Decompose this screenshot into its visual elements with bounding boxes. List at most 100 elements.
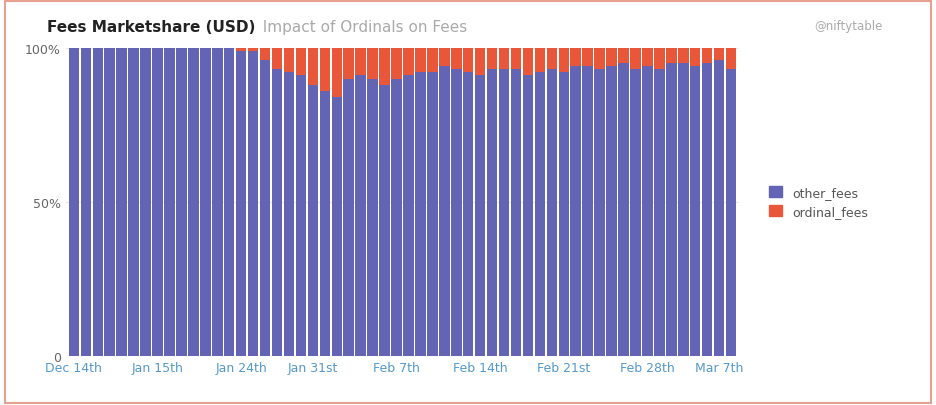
Bar	[619, 49, 629, 64]
Bar	[416, 73, 426, 356]
Bar	[260, 61, 271, 356]
Bar	[570, 49, 581, 67]
Bar	[725, 70, 737, 356]
Bar	[678, 64, 689, 356]
Bar	[642, 67, 652, 356]
Bar	[547, 70, 557, 356]
Bar	[725, 49, 737, 70]
Bar	[559, 49, 569, 73]
Bar	[140, 49, 151, 356]
Bar	[296, 49, 306, 76]
Bar	[559, 73, 569, 356]
Bar	[248, 52, 258, 356]
Bar	[153, 49, 163, 356]
Bar	[511, 49, 521, 70]
Bar	[344, 49, 354, 79]
Bar	[619, 64, 629, 356]
Bar	[427, 73, 438, 356]
Bar	[319, 49, 330, 92]
Bar	[630, 70, 641, 356]
Bar	[678, 49, 689, 64]
Bar	[284, 49, 294, 73]
Bar	[654, 49, 665, 70]
Bar	[475, 49, 486, 76]
Bar	[439, 49, 449, 67]
Bar	[391, 79, 402, 356]
Bar	[68, 49, 80, 356]
Bar	[212, 49, 223, 356]
Bar	[403, 76, 414, 356]
Bar	[403, 49, 414, 76]
Text: @niftytable: @niftytable	[814, 20, 883, 33]
Bar	[654, 70, 665, 356]
Bar	[594, 70, 605, 356]
Text: Fees Marketshare (USD): Fees Marketshare (USD)	[47, 20, 256, 35]
Bar	[319, 92, 330, 356]
Bar	[427, 49, 438, 73]
Bar	[439, 67, 449, 356]
Bar	[271, 70, 283, 356]
Bar	[702, 64, 712, 356]
Bar	[499, 49, 509, 70]
Bar	[248, 49, 258, 52]
Bar	[451, 70, 461, 356]
Bar	[308, 85, 318, 356]
Bar	[379, 49, 389, 85]
Bar	[511, 70, 521, 356]
Bar	[379, 85, 389, 356]
Bar	[331, 49, 342, 98]
Bar	[630, 49, 641, 70]
Bar	[534, 49, 545, 73]
Bar	[93, 49, 103, 356]
Bar	[224, 49, 235, 356]
Bar	[547, 49, 557, 70]
Bar	[702, 49, 712, 64]
Bar	[200, 49, 211, 356]
Legend: other_fees, ordinal_fees: other_fees, ordinal_fees	[765, 181, 872, 224]
Bar	[344, 79, 354, 356]
Bar	[367, 49, 378, 79]
Bar	[356, 49, 366, 76]
Bar	[642, 49, 652, 67]
Bar	[391, 49, 402, 79]
Bar	[284, 73, 294, 356]
Bar	[236, 52, 246, 356]
Bar	[463, 73, 474, 356]
Bar	[666, 49, 677, 64]
Bar	[105, 49, 115, 356]
Bar	[451, 49, 461, 70]
Bar	[176, 49, 186, 356]
Bar	[367, 79, 378, 356]
Bar	[607, 67, 617, 356]
Bar	[714, 49, 724, 61]
Bar	[666, 64, 677, 356]
Bar	[308, 49, 318, 85]
Bar	[463, 49, 474, 73]
Bar	[607, 49, 617, 67]
Bar	[690, 49, 700, 67]
Bar	[487, 49, 497, 70]
Bar	[236, 49, 246, 52]
Bar	[80, 49, 91, 356]
Bar	[116, 49, 127, 356]
Bar	[296, 76, 306, 356]
Bar	[260, 49, 271, 61]
Bar	[690, 67, 700, 356]
Bar	[271, 49, 283, 70]
Bar	[570, 67, 581, 356]
Bar	[128, 49, 139, 356]
Bar	[499, 70, 509, 356]
Bar	[331, 98, 342, 356]
Bar	[534, 73, 545, 356]
Bar	[475, 76, 486, 356]
Bar	[522, 76, 534, 356]
Bar	[356, 76, 366, 356]
Bar	[416, 49, 426, 73]
Bar	[582, 49, 592, 67]
Text: Impact of Ordinals on Fees: Impact of Ordinals on Fees	[253, 20, 467, 35]
Bar	[188, 49, 198, 356]
Bar	[164, 49, 175, 356]
Bar	[594, 49, 605, 70]
Bar	[522, 49, 534, 76]
Bar	[582, 67, 592, 356]
